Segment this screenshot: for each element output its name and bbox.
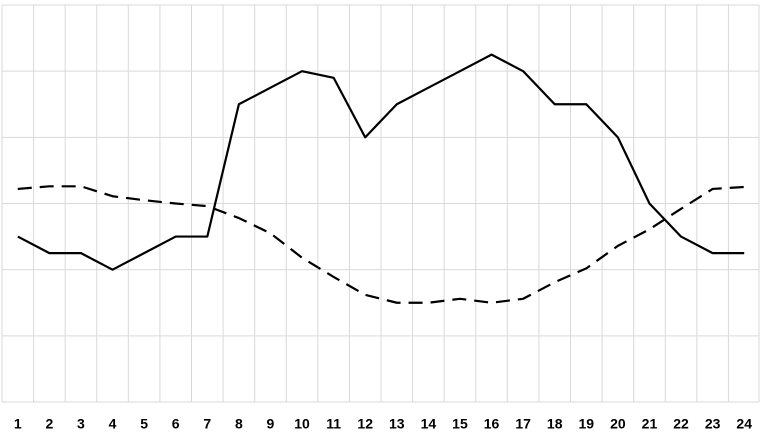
x-tick-label: 9 — [267, 416, 275, 432]
x-tick-label: 14 — [421, 416, 437, 432]
data-line — [17, 185, 745, 304]
x-tick-label: 21 — [642, 416, 658, 432]
x-tick-label: 17 — [515, 416, 531, 432]
x-tick-label: 7 — [203, 416, 211, 432]
x-tick-label: 13 — [389, 416, 405, 432]
x-tick-label: 8 — [235, 416, 243, 432]
x-tick-label: 22 — [673, 416, 689, 432]
x-tick-label: 10 — [294, 416, 310, 432]
x-tick-label: 12 — [357, 416, 373, 432]
x-tick-label: 6 — [172, 416, 180, 432]
x-tick-label: 4 — [109, 416, 117, 432]
data-line — [17, 53, 745, 271]
x-tick-label: 15 — [452, 416, 468, 432]
x-tick-label: 3 — [77, 416, 85, 432]
x-tick-label: 23 — [705, 416, 721, 432]
x-tick-label: 20 — [610, 416, 626, 432]
x-tick-label: 2 — [45, 416, 53, 432]
x-tick-label: 18 — [547, 416, 563, 432]
x-tick-label: 19 — [579, 416, 595, 432]
x-tick-label: 16 — [484, 416, 500, 432]
x-tick-label: 5 — [140, 416, 148, 432]
x-tick-label: 24 — [736, 416, 752, 432]
x-tick-label: 1 — [14, 416, 22, 432]
x-tick-label: 11 — [326, 416, 341, 432]
